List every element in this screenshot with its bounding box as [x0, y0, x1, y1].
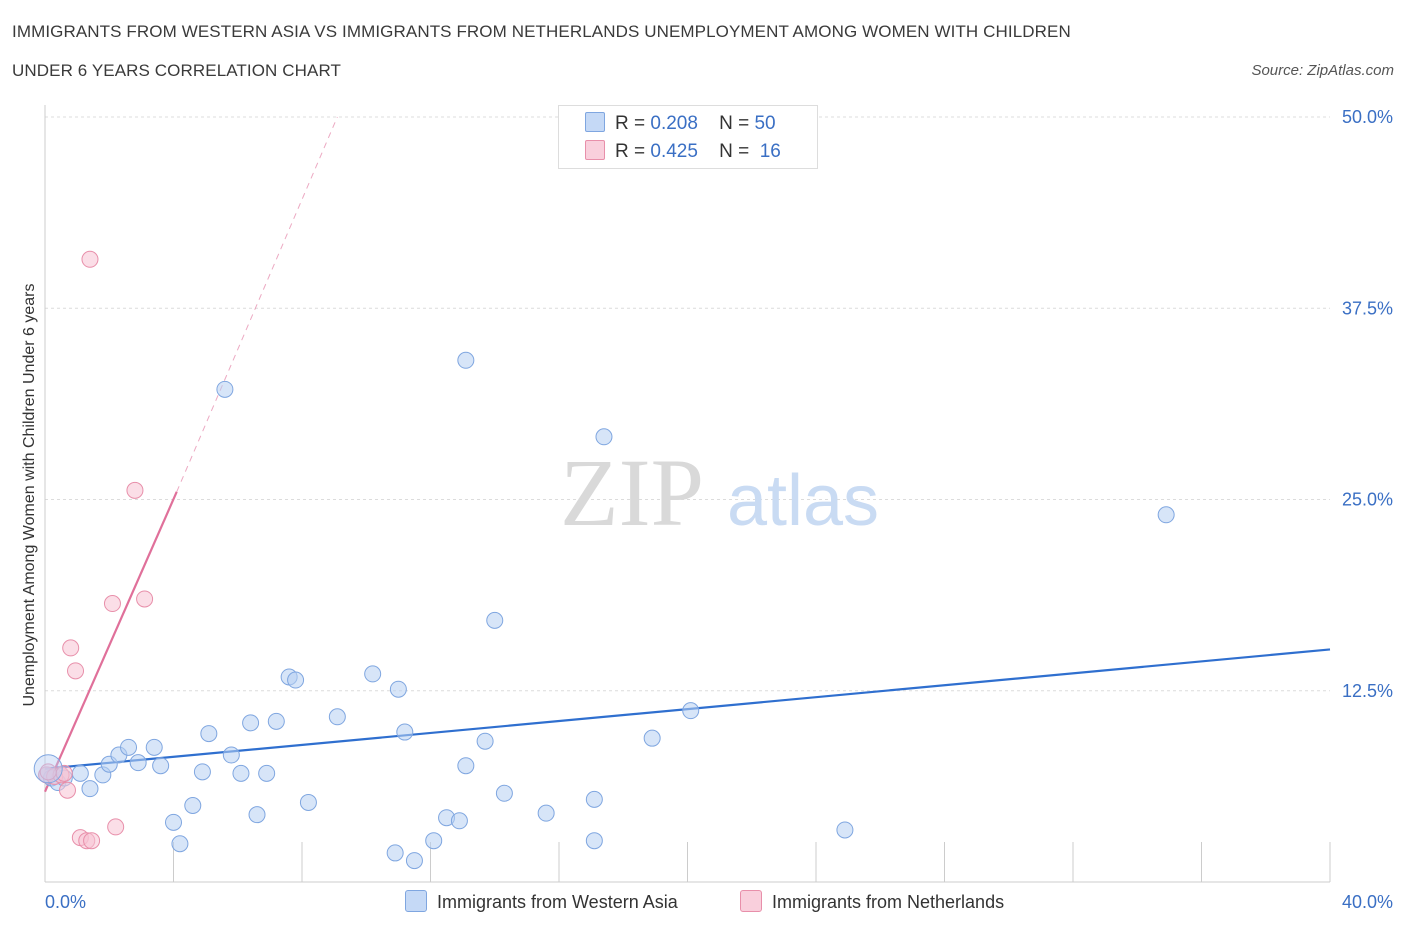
point-western-asia [81, 780, 99, 798]
point-western-asia [171, 835, 189, 853]
point-western-asia [200, 725, 218, 743]
point-western-asia [232, 764, 250, 782]
legend-n-label: N = [719, 113, 750, 134]
point-western-asia [152, 757, 170, 775]
point-western-asia [216, 380, 234, 398]
legend-n-value-western-asia: 50 [754, 113, 776, 134]
x-tick-label-min: 0.0% [45, 892, 86, 912]
legend-swatch-blue [585, 112, 605, 132]
point-western-asia [364, 665, 382, 683]
point-western-asia [328, 708, 346, 726]
point-western-asia [682, 702, 700, 720]
point-western-asia [495, 784, 513, 802]
point-netherlands [81, 250, 99, 268]
chart-title-line2: UNDER 6 YEARS CORRELATION CHART [12, 61, 341, 80]
trend-line-netherlands-extension [176, 116, 338, 493]
y-tick-label: 12.5% [1342, 681, 1393, 701]
point-western-asia [1157, 506, 1175, 524]
point-western-asia [396, 723, 414, 741]
legend-row-netherlands: R = 0.425 N = 16 [585, 140, 781, 164]
point-netherlands [55, 764, 73, 782]
point-western-asia [248, 806, 266, 824]
y-tick-label: 25.0% [1342, 490, 1393, 510]
bottom-legend-western-asia: Immigrants from Western Asia [405, 890, 678, 913]
watermark: ZIP atlas [560, 439, 879, 546]
legend-swatch-pink [585, 140, 605, 160]
legend-n-value-netherlands: 16 [759, 141, 781, 162]
point-netherlands [107, 818, 125, 836]
point-western-asia [486, 611, 504, 629]
point-western-asia [537, 804, 555, 822]
bottom-legend-swatch-blue [405, 890, 427, 912]
point-western-asia [71, 764, 89, 782]
point-western-asia [643, 729, 661, 747]
point-western-asia [193, 763, 211, 781]
point-western-asia [258, 764, 276, 782]
chart-title-line1: IMMIGRANTS FROM WESTERN ASIA VS IMMIGRAN… [12, 22, 1071, 41]
point-netherlands [67, 662, 85, 680]
point-netherlands [62, 639, 80, 657]
legend-r-label: R = [615, 141, 646, 162]
legend-r-label: R = [615, 113, 646, 134]
bottom-legend-netherlands: Immigrants from Netherlands [740, 890, 1004, 913]
point-western-asia [222, 746, 240, 764]
legend-r-value-netherlands: 0.425 [650, 141, 698, 162]
y-tick-label: 37.5% [1342, 298, 1393, 318]
point-netherlands [136, 590, 154, 608]
legend-row-western-asia: R = 0.208 N = 50 [585, 112, 776, 136]
bottom-legend-label-western-asia: Immigrants from Western Asia [437, 892, 678, 912]
tick-labels: 12.5% 25.0% 37.5% 50.0% 0.0% 40.0% [45, 107, 1393, 912]
point-western-asia [287, 671, 305, 689]
point-western-asia [450, 812, 468, 830]
legend-r-value-western-asia: 0.208 [650, 113, 698, 134]
axes [44, 105, 1331, 883]
point-western-asia [457, 351, 475, 369]
point-western-asia [595, 428, 613, 446]
legend-n-label: N = [719, 141, 750, 162]
data-points [33, 250, 1175, 870]
watermark-zip: ZIP [560, 439, 704, 546]
point-western-asia [129, 754, 147, 772]
point-western-asia [120, 738, 138, 756]
point-western-asia [425, 832, 443, 850]
point-netherlands [58, 781, 76, 799]
point-western-asia [836, 821, 854, 839]
x-tick-label-max: 40.0% [1342, 892, 1393, 912]
point-western-asia [386, 844, 404, 862]
point-western-asia [299, 793, 317, 811]
point-western-asia [585, 790, 603, 808]
trend-line-netherlands [43, 491, 178, 793]
y-tick-label: 50.0% [1342, 107, 1393, 127]
grid-lines [45, 116, 1330, 692]
watermark-atlas: atlas [727, 461, 879, 541]
point-western-asia [585, 832, 603, 850]
point-western-asia [476, 732, 494, 750]
point-netherlands [126, 481, 144, 499]
point-netherlands [83, 832, 101, 850]
source-label: Source: ZipAtlas.com [1251, 62, 1394, 79]
bottom-legend-label-netherlands: Immigrants from Netherlands [772, 892, 1005, 912]
point-western-asia [242, 714, 260, 732]
point-netherlands [103, 595, 121, 613]
point-western-asia [267, 712, 285, 730]
point-western-asia [145, 738, 163, 756]
bottom-legend-swatch-pink [740, 890, 762, 912]
point-western-asia [457, 757, 475, 775]
y-axis-title: Unemployment Among Women with Children U… [21, 283, 38, 707]
point-western-asia [405, 852, 423, 870]
point-western-asia [184, 797, 202, 814]
point-western-asia [389, 680, 407, 698]
point-western-asia-large [33, 754, 63, 784]
correlation-legend: R = 0.208 N = 50 R = 0.425 N = 16 [558, 105, 818, 169]
point-western-asia [165, 813, 182, 831]
